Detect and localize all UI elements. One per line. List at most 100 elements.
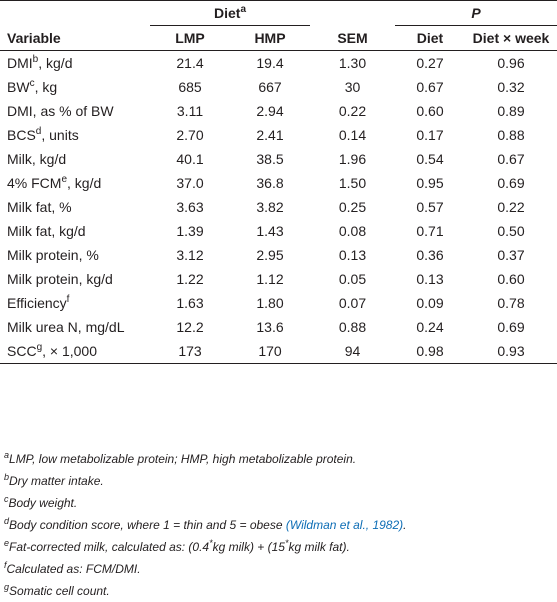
variable-label: BCS [7, 127, 36, 143]
col-header-hmp: HMP [254, 30, 286, 46]
footnote-text: Dry matter intake. [9, 474, 104, 488]
footnote: eFat-corrected milk, calculated as: (0.4… [4, 536, 554, 558]
diet-p-value: 0.60 [416, 103, 444, 119]
diet-p-value: 0.36 [416, 247, 444, 263]
variable-cell: Milk fat, kg/d [0, 219, 150, 243]
lmp-value: 3.12 [176, 247, 204, 263]
footnote-text: Body weight. [8, 496, 78, 510]
footnote-mark: a [4, 450, 10, 460]
lmp-value: 21.4 [176, 55, 204, 71]
variable-label: Milk protein, kg/d [7, 271, 113, 287]
sem-value: 30 [344, 79, 361, 95]
sem-value: 0.14 [338, 127, 367, 143]
table-row: Milk urea N, mg/dL 12.2 13.6 0.88 0.24 0.69 [0, 315, 557, 339]
col-header-diet-week: Diet × week [472, 30, 550, 46]
lmp-value: 3.63 [176, 199, 204, 215]
diet-week-p-value: 0.69 [497, 319, 525, 335]
footnote-mark: f [66, 294, 70, 305]
diet-p-value: 0.67 [416, 79, 444, 95]
variable-cell: Efficiencyf [0, 291, 150, 315]
sem-value: 1.50 [338, 175, 367, 191]
diet-week-p-value: 0.96 [497, 55, 525, 71]
lmp-value: 2.70 [176, 127, 204, 143]
variable-cell: SCCg, × 1,000 [0, 339, 150, 364]
diet-p-value: 0.98 [416, 343, 444, 359]
variable-cell: DMIb, kg/d [0, 51, 150, 76]
sem-value: 0.88 [338, 319, 367, 335]
variable-label: DMI [7, 55, 33, 71]
variable-label: Milk protein, % [7, 247, 99, 263]
citation-link[interactable]: (Wildman et al., 1982) [285, 518, 404, 532]
diet-week-p-value: 0.60 [497, 271, 525, 287]
table-row: BWc, kg 685 667 30 0.67 0.32 [0, 75, 557, 99]
footnote-text: LMP, low metabolizable protein; HMP, hig… [9, 452, 357, 466]
variable-unit: , units [41, 127, 79, 143]
sem-value: 1.96 [338, 151, 367, 167]
table-row: BCSd, units 2.70 2.41 0.14 0.17 0.88 [0, 123, 557, 147]
variable-cell: BWc, kg [0, 75, 150, 99]
diet-group-header: Dieta [150, 0, 310, 26]
sem-value: 0.07 [338, 295, 367, 311]
diet-week-p-value: 0.22 [497, 199, 525, 215]
footnote-text: . [403, 518, 407, 532]
footnote-text: Somatic cell count. [9, 584, 110, 598]
footnote-mark: f [4, 560, 7, 570]
lmp-value: 37.0 [176, 175, 204, 191]
header-empty-cell [310, 1, 395, 26]
diet-p-value: 0.54 [416, 151, 444, 167]
footnote-text: Fat-corrected milk, calculated as: (0.4 [9, 540, 210, 554]
hmp-value: 170 [258, 343, 282, 359]
sem-value: 0.05 [338, 271, 367, 287]
footnote: aLMP, low metabolizable protein; HMP, hi… [4, 448, 554, 470]
variable-cell: Milk protein, kg/d [0, 267, 150, 291]
diet-p-value: 0.71 [416, 223, 444, 239]
diet-week-p-value: 0.67 [497, 151, 525, 167]
footnote-text: kg milk fat). [288, 540, 350, 554]
diet-p-value: 0.13 [416, 271, 444, 287]
table-row: DMI, as % of BW 3.11 2.94 0.22 0.60 0.89 [0, 99, 557, 123]
sem-value: 0.08 [338, 223, 367, 239]
footnote-mark: b [4, 472, 10, 482]
table-row: DMIb, kg/d 21.4 19.4 1.30 0.27 0.96 [0, 51, 557, 76]
col-header-lmp: LMP [175, 30, 205, 46]
sem-value: 0.22 [338, 103, 367, 119]
header-empty-cell [0, 1, 150, 26]
col-header-variable: Variable [7, 29, 61, 46]
footnote-mark: c [4, 494, 9, 504]
footnote-text: Calculated as: FCM/DMI. [6, 562, 141, 576]
variable-cell: Milk urea N, mg/dL [0, 315, 150, 339]
table-body: DMIb, kg/d 21.4 19.4 1.30 0.27 0.96 BWc, kg 685… [0, 51, 557, 364]
sem-value: 1.30 [338, 55, 367, 71]
variable-label: DMI, as % of BW [7, 103, 114, 119]
hmp-value: 19.4 [256, 55, 284, 71]
hmp-value: 2.41 [256, 127, 284, 143]
results-table: Dieta P Variable LMP HMP SEM Diet Diet ×… [0, 0, 557, 364]
footnote-mark: b [32, 54, 39, 65]
hmp-value: 3.82 [256, 199, 284, 215]
diet-p-value: 0.27 [416, 55, 444, 71]
table-row: SCCg, × 1,000 173 170 94 0.98 0.93 [0, 339, 557, 364]
p-group-header: P [395, 0, 557, 26]
variable-label: Milk, kg/d [7, 151, 67, 167]
diet-week-p-value: 0.78 [497, 295, 525, 311]
footnote-mark: g [4, 582, 10, 592]
lmp-value: 1.22 [176, 271, 204, 287]
footnote-mark: e [4, 538, 10, 548]
diet-p-value: 0.09 [416, 295, 444, 311]
sem-value: 0.25 [338, 199, 367, 215]
footnote: dBody condition score, where 1 = thin an… [4, 514, 554, 536]
header-row-groups: Dieta P [0, 0, 557, 26]
col-header-sem: SEM [337, 29, 368, 46]
lmp-value: 12.2 [176, 319, 204, 335]
lmp-value: 3.11 [176, 103, 204, 119]
variable-label: SCC [7, 343, 37, 359]
diet-week-p-value: 0.89 [497, 103, 525, 119]
table-row: 4% FCMe, kg/d 37.0 36.8 1.50 0.95 0.69 [0, 171, 557, 195]
variable-cell: BCSd, units [0, 123, 150, 147]
variable-label: Milk urea N, mg/dL [7, 319, 125, 335]
asterisk-mark: * [284, 538, 289, 548]
variable-cell: Milk protein, % [0, 243, 150, 267]
diet-week-p-value: 0.50 [497, 223, 525, 239]
footnote: bDry matter intake. [4, 470, 554, 492]
